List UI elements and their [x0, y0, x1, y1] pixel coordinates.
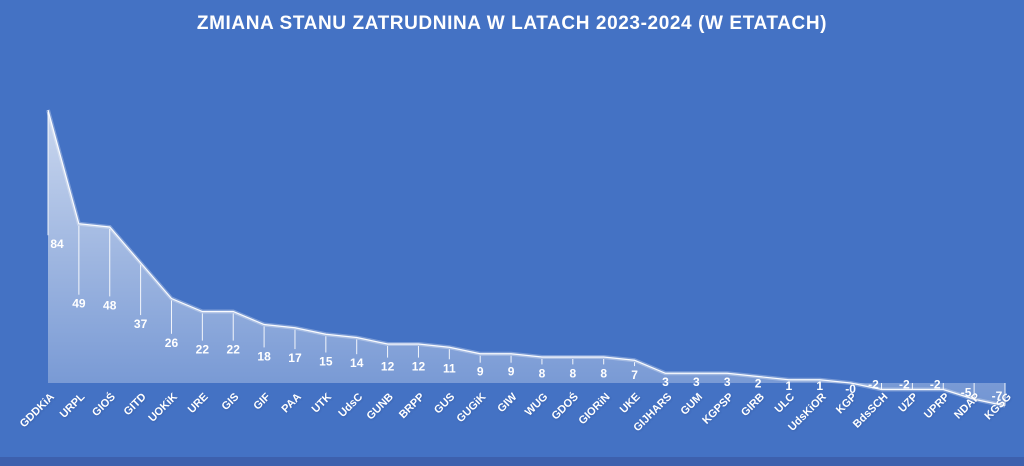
bottom-strip [0, 457, 1024, 466]
area-fill [48, 110, 1005, 406]
data-label: 1 [786, 379, 793, 393]
data-label: -2 [899, 378, 910, 392]
data-label: -2 [868, 378, 879, 392]
data-label: 3 [693, 375, 700, 389]
data-label: 11 [443, 361, 456, 375]
data-label: 26 [165, 336, 179, 350]
data-label: 1 [816, 379, 823, 393]
data-label: 17 [288, 351, 302, 365]
data-label: 9 [477, 365, 484, 379]
data-label: 12 [381, 360, 395, 374]
data-label: 8 [600, 366, 607, 380]
data-label: -5 [961, 385, 972, 399]
data-label: 14 [350, 356, 364, 370]
data-label: -0 [845, 382, 856, 396]
data-label: 48 [103, 298, 117, 312]
data-label: 84 [50, 237, 64, 251]
data-label: 9 [508, 365, 515, 379]
data-label: 7 [631, 368, 638, 382]
data-label: 18 [257, 349, 271, 363]
data-label: 3 [724, 375, 731, 389]
data-label: 3 [662, 375, 669, 389]
data-label: -7 [992, 389, 1003, 403]
data-label: 15 [319, 355, 333, 369]
data-label: 37 [134, 317, 148, 331]
area-edge-line [47, 109, 1006, 407]
data-label: 22 [196, 343, 210, 357]
data-label: 8 [539, 366, 546, 380]
chart-title: ZMIANA STANU ZATRUDNINA W LATACH 2023-20… [196, 13, 828, 34]
data-label: 12 [412, 360, 426, 374]
data-label: -2 [930, 378, 941, 392]
data-label: 2 [755, 377, 762, 391]
data-label: 22 [227, 343, 241, 357]
data-label: 8 [569, 366, 576, 380]
data-label: 49 [72, 297, 86, 311]
